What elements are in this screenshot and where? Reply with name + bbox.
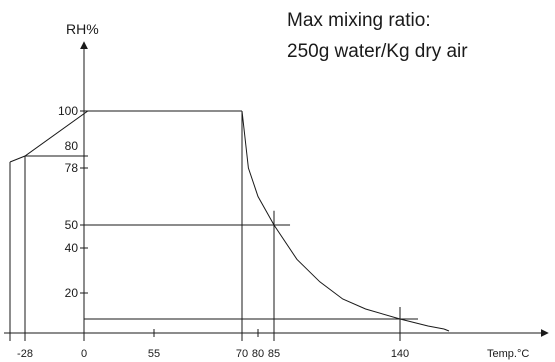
x-tick-label: 0 — [81, 348, 87, 360]
envelope-group — [9, 110, 450, 341]
saturation-curve — [241, 110, 445, 330]
y-tick-group: 100 80 78 50 40 20 — [58, 104, 88, 300]
guide-line-group — [24, 111, 418, 341]
x-tick-label: 70 — [236, 348, 248, 360]
annotation-line-1: Max mixing ratio: — [287, 10, 431, 31]
x-tick-group: -28 0 55 70 80 85 140 — [17, 329, 409, 360]
y-tick-label: 40 — [65, 241, 79, 255]
y-axis-title: RH% — [66, 21, 99, 37]
x-tick-label: -28 — [17, 348, 33, 360]
x-tick-label: 85 — [268, 348, 280, 360]
envelope-end-hook — [443, 328, 450, 332]
y-tick-label: 20 — [65, 286, 79, 300]
x-tick-label: 55 — [148, 348, 160, 360]
annotation-line-2: 250g water/Kg dry air — [287, 41, 468, 62]
x-tick-label: 80 — [252, 348, 264, 360]
envelope-straight-segment — [9, 110, 242, 163]
x-tick-label: 140 — [391, 348, 409, 360]
x-axis-title: Temp.°C — [487, 348, 529, 360]
y-tick-label: 100 — [58, 104, 78, 118]
y-tick-label: 78 — [65, 161, 79, 175]
y-tick-label: 80 — [65, 139, 79, 153]
y-tick-label: 50 — [65, 218, 79, 232]
